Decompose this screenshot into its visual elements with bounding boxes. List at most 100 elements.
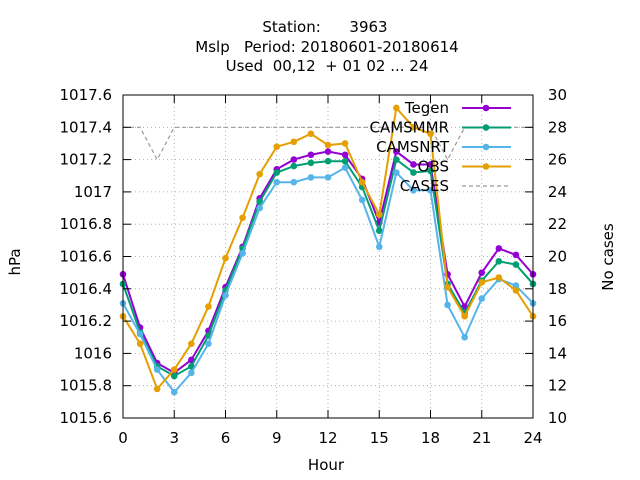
camsnrt-data-point: [410, 186, 417, 194]
obs-data-point: [205, 303, 212, 310]
camsnrt-data-point: [324, 174, 332, 181]
y2-tick-label: 22: [548, 215, 567, 233]
legend-marker-obs: [482, 163, 490, 170]
tegen-data-point: [427, 161, 434, 168]
chart-title: Station: 3963 Mslp Period: 20180601-2018…: [195, 18, 458, 75]
obs-data-point: [273, 143, 281, 150]
y-tick-label: 1017.6: [60, 86, 113, 104]
y-tick-label: 1015.8: [60, 377, 113, 395]
tegen-data-point: [393, 148, 400, 155]
obs-data-point: [188, 340, 195, 348]
camsnrt-data-point: [136, 330, 144, 338]
cases-series-line: [123, 126, 533, 161]
camsmmr-data-point: [375, 227, 383, 234]
y2-tick-label: 26: [548, 151, 567, 169]
title-line-2: Mslp Period: 20180601-20180614: [195, 38, 458, 56]
y-axis-label: hPa: [6, 248, 24, 275]
camsnrt-data-point: [512, 282, 520, 289]
y2-tick-label: 10: [548, 409, 567, 427]
legend-marker-camsnrt: [482, 143, 490, 151]
obs-data-point: [410, 124, 417, 131]
camsnrt-data-point: [393, 169, 400, 176]
camsmmr-data-point: [307, 159, 315, 167]
camsmmr-data-point: [393, 156, 400, 163]
tegen-data-point: [495, 245, 503, 252]
legend-marker-tegen: [482, 104, 490, 112]
y2-tick-label: 28: [548, 118, 567, 136]
obs-data-point: [478, 279, 486, 286]
obs-data-point: [290, 138, 298, 146]
y-tick-label: 1016.8: [60, 215, 113, 233]
y-tick-label: 1017.4: [60, 118, 113, 136]
obs-data-point: [495, 274, 503, 281]
tegen-data-point: [478, 269, 486, 276]
camsnrt-data-point: [427, 186, 434, 194]
y-tick-label: 1016: [74, 344, 112, 362]
obs-data-point: [256, 170, 263, 178]
legend-label-camsmmr: CAMSMMR: [369, 119, 449, 137]
obs-data-point: [444, 283, 451, 291]
obs-data-point: [307, 130, 315, 138]
y2-tick-label: 30: [548, 86, 567, 104]
camsmmr-data-point: [188, 363, 195, 370]
y-tick-label: 1015.6: [60, 409, 113, 427]
camsmmr-data-point: [410, 169, 417, 176]
camsnrt-data-point: [290, 178, 298, 186]
obs-data-point: [153, 385, 161, 393]
y-tick-label: 1017.2: [60, 151, 113, 169]
legend-label-obs: OBS: [418, 158, 449, 176]
tegen-data-point: [324, 148, 332, 155]
legend-label-tegen: Tegen: [404, 99, 449, 117]
y-tick-label: 1016.6: [60, 248, 113, 266]
y-tick-label: 1016.2: [60, 312, 113, 330]
obs-data-point: [136, 340, 144, 348]
x-tick-label: 24: [523, 429, 542, 447]
camsnrt-data-point: [222, 291, 229, 299]
axis-ticks: [122, 94, 534, 419]
obs-data-point: [324, 141, 332, 149]
camsnrt-data-point: [188, 369, 195, 377]
y2-tick-label: 14: [548, 344, 567, 362]
tegen-data-point: [341, 151, 349, 159]
camsmmr-data-point: [512, 261, 520, 268]
camsnrt-data-point: [170, 388, 178, 396]
x-tick-label: 18: [421, 429, 440, 447]
y2-axis-label: No cases: [599, 223, 617, 291]
y-tick-label: 1016.4: [60, 280, 113, 298]
camsnrt-data-point: [478, 295, 486, 302]
obs-data-point: [393, 104, 400, 112]
camsnrt-data-point: [153, 366, 161, 373]
tegen-data-point: [290, 156, 298, 163]
camsmmr-data-point: [273, 169, 281, 176]
camsmmr-data-point: [256, 198, 263, 205]
legend-label-cases: CASES: [400, 177, 449, 195]
camsmmr-data-point: [290, 162, 298, 170]
y2-tick-label: 12: [548, 377, 567, 395]
title-line-3: Used 00,12 + 01 02 ... 24: [226, 57, 429, 75]
x-tick-label: 15: [370, 429, 389, 447]
obs-data-point: [341, 140, 349, 147]
camsmmr-data-point: [427, 167, 434, 175]
y-tick-label: 1017: [74, 183, 112, 201]
x-tick-label: 12: [318, 429, 337, 447]
camsmmr-data-point: [341, 157, 349, 165]
obs-data-point: [170, 366, 178, 373]
y2-tick-label: 20: [548, 248, 567, 266]
tegen-data-point: [512, 251, 520, 259]
camsmmr-data-point: [495, 258, 503, 265]
x-tick-label: 3: [169, 429, 179, 447]
camsnrt-data-point: [444, 301, 451, 309]
y1-series-lines: [119, 104, 537, 396]
camsnrt-data-point: [341, 164, 349, 171]
y2-tick-label: 16: [548, 312, 567, 330]
camsnrt-data-point: [273, 178, 281, 186]
title-line-1: Station: 3963: [262, 18, 387, 36]
legend-label-camsnrt: CAMSNRT: [376, 138, 450, 156]
y2-tick-label: 24: [548, 183, 567, 201]
camsmmr-data-point: [170, 372, 178, 380]
camsnrt-data-point: [461, 333, 468, 341]
camsnrt-data-point: [239, 249, 246, 257]
x-tick-label: 21: [472, 429, 491, 447]
